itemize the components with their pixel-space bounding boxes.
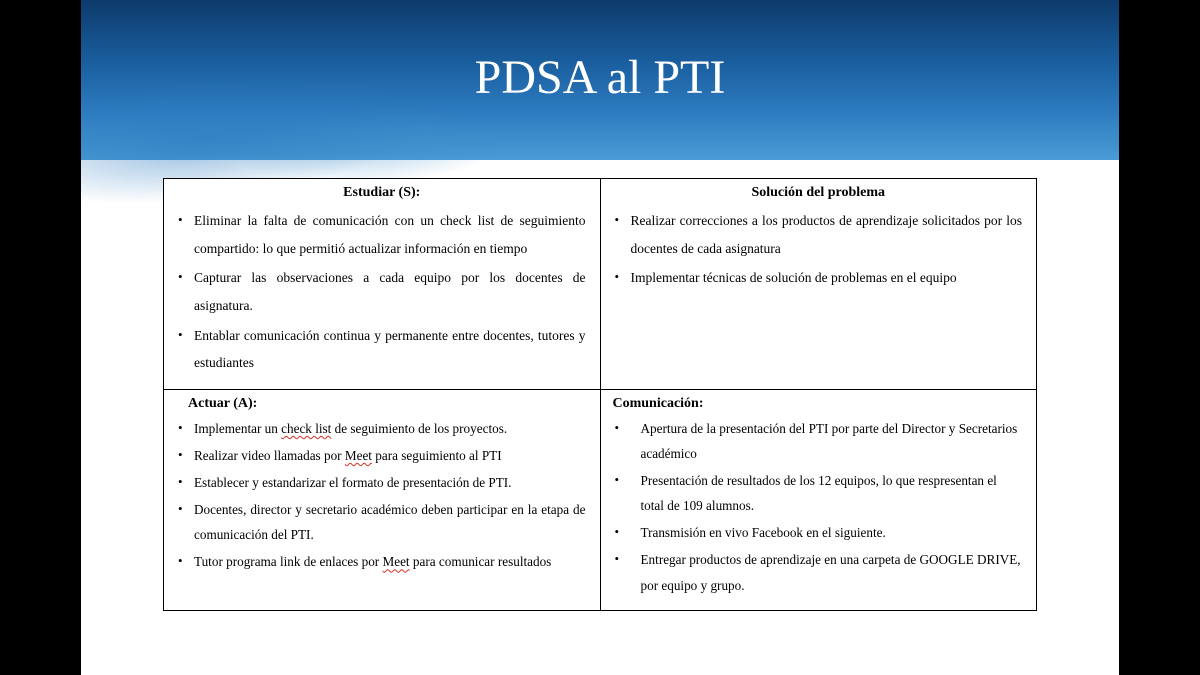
list-item: Establecer y estandarizar el formato de … [176,470,588,495]
list-item: Transmisión en vivo Facebook en el sigui… [613,520,1025,545]
list-item: Docentes, director y secretario académic… [176,497,588,547]
slide-title: PDSA al PTI [475,50,726,105]
slide: PDSA al PTI Estudiar (S): Eliminar la fa… [81,0,1119,675]
list-item: Implementar un check list de seguimiento… [176,416,588,441]
item-list: Implementar un check list de seguimiento… [176,416,588,574]
cell-comunicacion: Comunicación: Apertura de la presentació… [600,390,1037,611]
item-list: Eliminar la falta de comunicación con un… [176,207,588,377]
list-item: Entregar productos de aprendizaje en una… [613,547,1025,597]
cell-heading: Comunicación: [613,396,1025,412]
list-item: Apertura de la presentación del PTI por … [613,416,1025,466]
list-item: Presentación de resultados de los 12 equ… [613,468,1025,518]
cell-actuar: Actuar (A): Implementar un check list de… [164,390,601,611]
list-item: Eliminar la falta de comunicación con un… [176,207,588,262]
slide-content: Estudiar (S): Eliminar la falta de comun… [81,160,1119,619]
cell-estudiar: Estudiar (S): Eliminar la falta de comun… [164,179,601,390]
cell-heading: Actuar (A): [188,396,588,412]
list-item: Realizar video llamadas por Meet para se… [176,443,588,468]
content-table: Estudiar (S): Eliminar la falta de comun… [163,178,1037,611]
item-list: Realizar correcciones a los productos de… [613,207,1025,292]
list-item: Tutor programa link de enlaces por Meet … [176,549,588,574]
cell-solucion: Solución del problema Realizar correccio… [600,179,1037,390]
list-item: Implementar técnicas de solución de prob… [613,264,1025,292]
cell-heading: Solución del problema [613,185,1025,201]
list-item: Entablar comunicación continua y permane… [176,322,588,377]
list-item: Realizar correcciones a los productos de… [613,207,1025,262]
item-list: Apertura de la presentación del PTI por … [613,416,1025,598]
list-item: Capturar las observaciones a cada equipo… [176,264,588,319]
cell-heading: Estudiar (S): [176,185,588,201]
slide-header: PDSA al PTI [81,0,1119,160]
